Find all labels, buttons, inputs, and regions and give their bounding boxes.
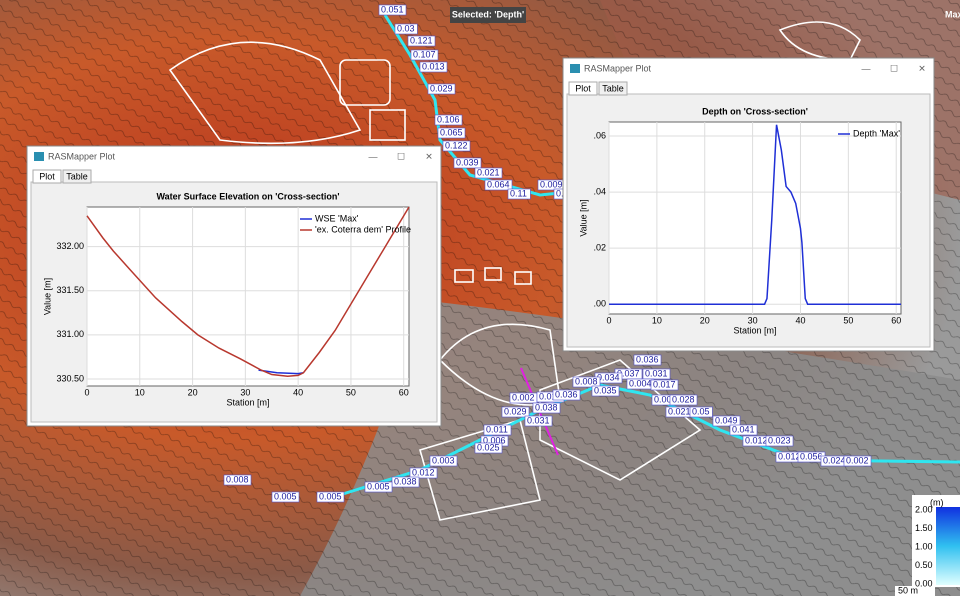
depth-label: 0.05 (692, 406, 710, 416)
legend-tick: 2.00 (915, 504, 933, 514)
y-tick-label: .04 (593, 186, 606, 196)
mode-label: Max (945, 9, 960, 19)
y-axis-label: Value [m] (578, 199, 588, 236)
plot-window: RASMapper Plot — ☐ ✕ Plot Table Water Surface … (27, 146, 441, 426)
depth-label: 0.121 (410, 35, 433, 45)
depth-label: 0.065 (440, 127, 463, 137)
depth-label: 0.036 (555, 389, 578, 399)
x-tick-label: 40 (293, 387, 303, 397)
x-axis-label: Station [m] (733, 325, 776, 335)
window-button[interactable]: ✕ (918, 63, 926, 73)
depth-label: 0.012 (745, 435, 768, 445)
depth-label: 0.023 (768, 435, 791, 445)
chart-title: Depth on 'Cross-section' (702, 106, 808, 116)
y-tick-label: 331.50 (56, 285, 84, 295)
x-tick-label: 60 (891, 315, 901, 325)
depth-label: 0.013 (422, 61, 445, 71)
depth-label: 0.005 (367, 481, 390, 491)
depth-label: 0.056 (800, 451, 823, 461)
depth-label: 0.029 (430, 83, 453, 93)
depth-label: 0.005 (319, 491, 342, 501)
plot-area (609, 122, 901, 314)
depth-label: 0.017 (653, 379, 676, 389)
legend-label: WSE 'Max' (315, 213, 359, 223)
legend-tick: 0.00 (915, 578, 933, 588)
legend-tick: 1.00 (915, 541, 933, 551)
x-axis-label: Station [m] (226, 397, 269, 407)
y-tick-label: 332.00 (56, 241, 84, 251)
window-icon (34, 152, 44, 161)
depth-label: 0.039 (456, 157, 479, 167)
x-tick-label: 0 (84, 387, 89, 397)
window-button[interactable]: ☐ (397, 151, 405, 161)
window-button[interactable]: ☐ (890, 63, 898, 73)
tab-label[interactable]: Plot (575, 83, 591, 93)
depth-label: 0.036 (636, 354, 659, 364)
y-tick-label: .00 (593, 299, 606, 309)
window-title: RASMapper Plot (48, 151, 116, 161)
window-icon (570, 64, 580, 73)
x-tick-label: 20 (700, 315, 710, 325)
tab-label[interactable]: Table (602, 83, 624, 93)
chart-title: Water Surface Elevation on 'Cross-sectio… (157, 191, 340, 201)
depth-label: 0.003 (432, 455, 455, 465)
x-tick-label: 10 (135, 387, 145, 397)
depth-label: 0.041 (732, 424, 755, 434)
legend-tick: 0.50 (915, 560, 933, 570)
depth-label: 0.107 (413, 49, 436, 59)
y-tick-label: .02 (593, 243, 606, 253)
x-tick-label: 40 (795, 315, 805, 325)
y-tick-label: .06 (593, 130, 606, 140)
depth-label: 0.106 (437, 114, 460, 124)
selected-layer: Selected: 'Depth' (452, 9, 524, 19)
depth-label: 0.035 (594, 385, 617, 395)
legend-tick: 1.50 (915, 523, 933, 533)
depth-label: 0.021 (668, 406, 691, 416)
depth-label: 0.002 (512, 392, 535, 402)
depth-label: 0.034 (597, 372, 620, 382)
legend-ramp (936, 507, 960, 585)
depth-label: 0.029 (504, 406, 527, 416)
depth-label: 0.051 (381, 4, 404, 14)
depth-label: 0.028 (672, 394, 695, 404)
x-tick-label: 0 (606, 315, 611, 325)
legend-label: 'ex. Coterra dem' Profile (315, 224, 411, 234)
depth-label: 0.008 (226, 474, 249, 484)
window-button[interactable]: — (369, 151, 378, 161)
window-title: RASMapper Plot (584, 63, 652, 73)
depth-label: 0.002 (846, 455, 869, 465)
plot-window: RASMapper Plot — ☐ ✕ Plot Table Depth on 'Cros… (563, 58, 934, 351)
x-tick-label: 50 (346, 387, 356, 397)
legend-label: Depth 'Max' (853, 128, 900, 138)
x-tick-label: 30 (748, 315, 758, 325)
x-tick-label: 30 (240, 387, 250, 397)
depth-label: 0.004 (629, 378, 652, 388)
x-tick-label: 20 (188, 387, 198, 397)
window-button[interactable]: ✕ (425, 151, 433, 161)
depth-label: 0.122 (445, 140, 468, 150)
x-tick-label: 60 (399, 387, 409, 397)
tab-label[interactable]: Plot (39, 171, 55, 181)
depth-label: 0.025 (477, 442, 500, 452)
depth-label: 0.031 (527, 415, 550, 425)
y-tick-label: 330.50 (56, 373, 84, 383)
y-axis-label: Value [m] (42, 278, 52, 315)
window-button[interactable]: — (862, 63, 871, 73)
depth-label: 0.038 (535, 402, 558, 412)
depth-label: 0.005 (274, 491, 297, 501)
tab-label[interactable]: Table (66, 171, 88, 181)
x-tick-label: 50 (843, 315, 853, 325)
y-tick-label: 331.00 (56, 329, 84, 339)
depth-label: 0.11 (510, 188, 527, 198)
depth-label: 0.012 (778, 451, 801, 461)
x-tick-label: 10 (652, 315, 662, 325)
depth-label: 0.038 (394, 476, 417, 486)
depth-label: 0.024 (823, 455, 846, 465)
depth-label: 0.03 (397, 23, 415, 33)
screen: Selected: 'Depth' Max (m) 50 m 0.0510.03… (0, 0, 960, 596)
depth-label: 0.011 (486, 424, 508, 434)
depth-label: 0.031 (645, 368, 668, 378)
depth-label: 0.064 (487, 179, 510, 189)
depth-label: 0.021 (477, 167, 500, 177)
